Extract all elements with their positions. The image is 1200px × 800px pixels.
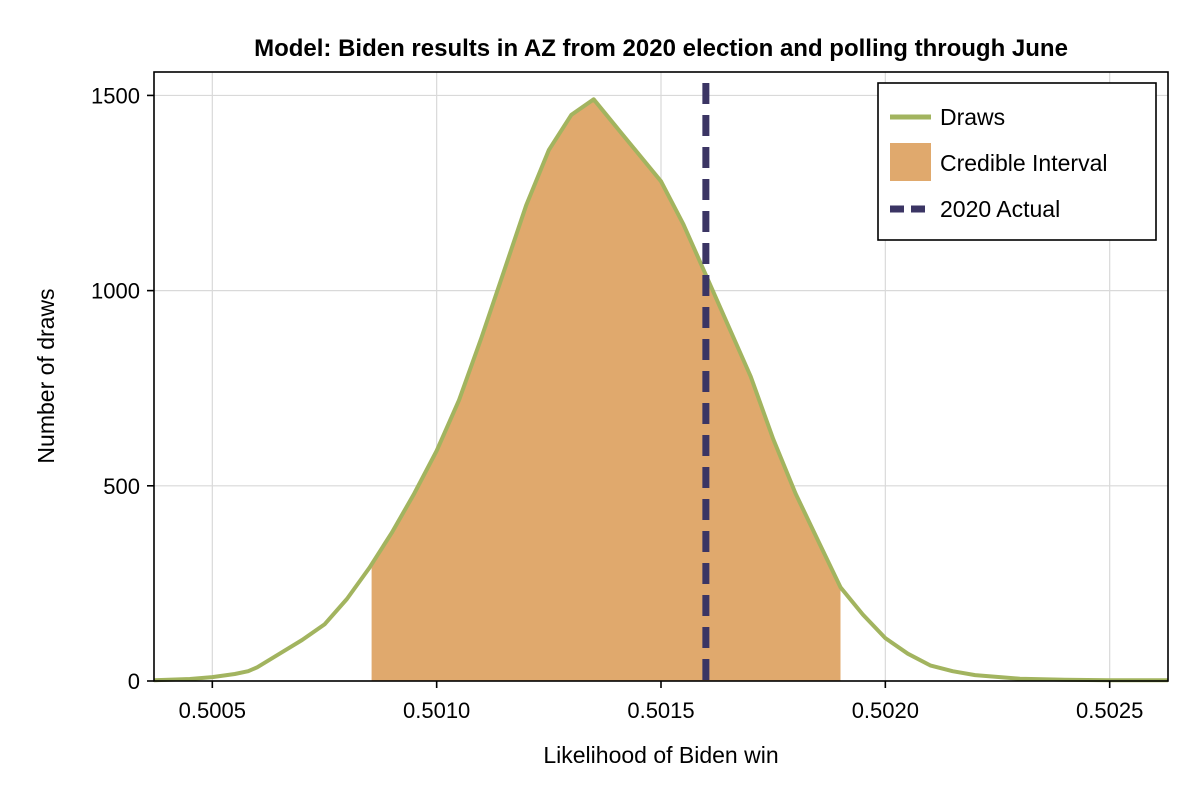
draws-line xyxy=(153,97,1168,683)
credible-interval-band xyxy=(371,99,841,682)
x-tick-label-3: 0.5020 xyxy=(852,698,919,723)
legend-credible-interval-swatch xyxy=(890,143,931,181)
y-axis-label: Number of draws xyxy=(33,288,59,463)
legend-actual-label: 2020 Actual xyxy=(940,196,1060,222)
x-tick-label-0: 0.5005 xyxy=(179,698,246,723)
chart-title: Model: Biden results in AZ from 2020 ele… xyxy=(254,35,1068,62)
x-tick-label-2: 0.5015 xyxy=(627,698,694,723)
y-tick-label-3: 1500 xyxy=(91,83,140,108)
x-tick-label-1: 0.5010 xyxy=(403,698,470,723)
credible-interval-area xyxy=(371,99,841,682)
legend-credible-interval-label: Credible Interval xyxy=(940,150,1107,176)
x-tick-label-4: 0.5025 xyxy=(1076,698,1143,723)
legend: Draws Credible Interval 2020 Actual xyxy=(877,82,1157,241)
x-axis: 0.5005 0.5010 0.5015 0.5020 0.5025 xyxy=(179,681,1143,723)
y-tick-label-1: 500 xyxy=(103,474,140,499)
y-tick-label-0: 0 xyxy=(128,669,140,694)
legend-draws-label: Draws xyxy=(940,104,1005,130)
x-axis-label: Likelihood of Biden win xyxy=(543,742,778,768)
y-tick-label-2: 1000 xyxy=(91,279,140,304)
draws-line-group xyxy=(153,97,1168,683)
y-axis: 0 500 1000 1500 xyxy=(91,83,154,694)
